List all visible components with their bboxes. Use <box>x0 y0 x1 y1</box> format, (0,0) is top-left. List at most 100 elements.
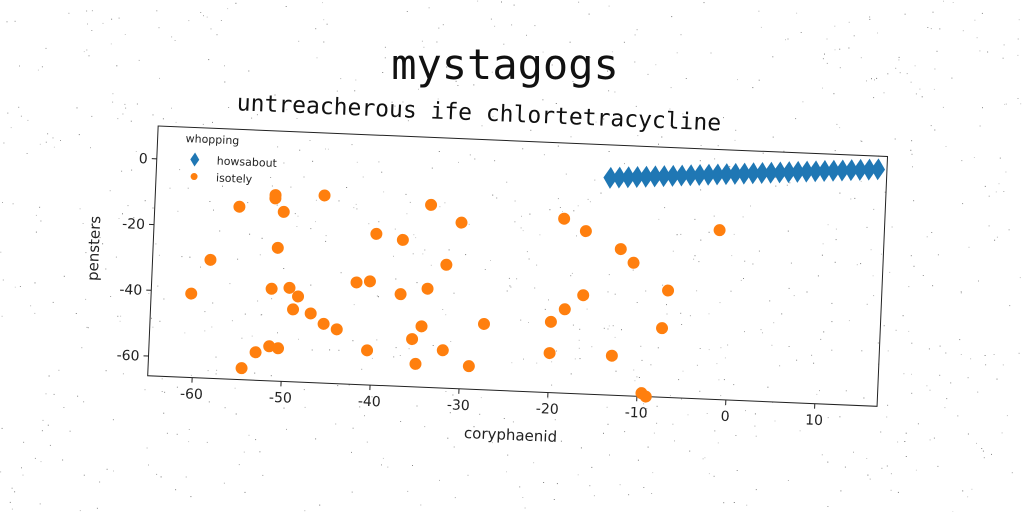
noise-speck <box>319 504 321 506</box>
noise-speck <box>993 354 995 355</box>
noise-speck <box>109 190 111 192</box>
noise-speck <box>106 468 108 470</box>
noise-speck <box>209 201 211 202</box>
noise-speck <box>171 107 172 109</box>
noise-speck <box>658 218 660 220</box>
noise-speck <box>450 341 452 342</box>
noise-speck <box>534 25 536 27</box>
noise-speck <box>687 414 689 416</box>
noise-speck <box>670 87 672 89</box>
noise-speck <box>834 25 836 27</box>
noise-speck <box>671 16 673 18</box>
noise-speck <box>311 349 313 351</box>
noise-speck <box>519 486 521 488</box>
noise-speck <box>37 69 39 71</box>
y-tick-label: -20 <box>122 216 146 233</box>
noise-speck <box>202 123 204 125</box>
isotely-point <box>361 344 374 357</box>
noise-speck <box>911 392 913 394</box>
noise-speck <box>574 358 576 360</box>
noise-speck <box>634 61 636 63</box>
isotely-point <box>233 200 246 213</box>
noise-speck <box>203 15 204 17</box>
noise-speck <box>773 322 775 324</box>
noise-speck <box>86 49 88 51</box>
noise-speck <box>800 32 802 33</box>
noise-speck <box>96 507 98 509</box>
noise-speck <box>560 440 562 442</box>
isotely-point <box>350 276 363 289</box>
noise-speck <box>231 320 233 322</box>
noise-speck <box>274 94 276 96</box>
noise-speck <box>635 105 637 107</box>
noise-speck <box>516 278 518 280</box>
howsabout-point <box>764 161 779 184</box>
noise-speck <box>915 469 917 471</box>
noise-speck <box>235 413 237 415</box>
x-tick-label: -30 <box>447 397 471 414</box>
noise-speck <box>647 73 649 75</box>
x-tick-label: -20 <box>535 401 559 418</box>
noise-speck <box>393 255 394 257</box>
noise-speck <box>984 185 986 187</box>
noise-speck <box>204 330 206 332</box>
noise-speck <box>887 350 889 352</box>
noise-speck <box>41 430 43 432</box>
noise-speck <box>99 237 101 239</box>
noise-speck <box>105 268 107 270</box>
noise-speck <box>556 483 558 485</box>
noise-speck <box>110 296 112 297</box>
noise-speck <box>234 387 236 389</box>
noise-speck <box>1019 277 1021 279</box>
noise-speck <box>760 26 762 28</box>
noise-speck <box>827 224 829 226</box>
noise-speck <box>995 191 997 193</box>
noise-speck <box>479 413 481 415</box>
noise-speck <box>904 441 906 442</box>
noise-speck <box>122 213 123 215</box>
noise-speck <box>787 480 789 481</box>
noise-speck <box>608 5 610 7</box>
noise-speck <box>926 385 928 387</box>
noise-speck <box>826 38 828 40</box>
noise-speck <box>914 65 916 67</box>
noise-speck <box>34 282 36 284</box>
noise-speck <box>645 416 647 417</box>
noise-speck <box>897 441 899 443</box>
noise-speck <box>839 192 841 194</box>
noise-speck <box>658 143 659 145</box>
noise-speck <box>733 502 735 503</box>
noise-speck <box>861 140 863 142</box>
isotely-point <box>271 241 284 254</box>
isotely-point <box>421 282 434 295</box>
noise-speck <box>527 84 529 86</box>
isotely-point <box>558 303 571 316</box>
isotely-point <box>579 225 592 238</box>
noise-speck <box>39 503 41 505</box>
noise-speck <box>220 20 222 21</box>
noise-speck <box>628 115 629 117</box>
noise-speck <box>908 286 910 288</box>
noise-speck <box>259 254 261 256</box>
noise-speck <box>507 454 509 456</box>
noise-speck <box>362 176 364 178</box>
noise-speck <box>255 439 257 441</box>
noise-speck <box>206 16 208 18</box>
noise-speck <box>244 491 246 493</box>
noise-speck <box>883 92 885 94</box>
noise-speck <box>744 331 745 333</box>
noise-speck <box>325 148 326 150</box>
noise-speck <box>327 148 329 150</box>
noise-speck <box>447 437 449 439</box>
noise-speck <box>873 97 875 99</box>
noise-speck <box>681 324 683 325</box>
noise-speck <box>1017 98 1019 99</box>
noise-speck <box>336 90 338 92</box>
noise-speck <box>248 434 250 436</box>
noise-speck <box>355 79 357 81</box>
noise-speck <box>325 235 327 237</box>
noise-speck <box>824 53 825 55</box>
noise-speck <box>795 118 797 120</box>
noise-speck <box>543 482 545 483</box>
noise-speck <box>926 236 928 238</box>
